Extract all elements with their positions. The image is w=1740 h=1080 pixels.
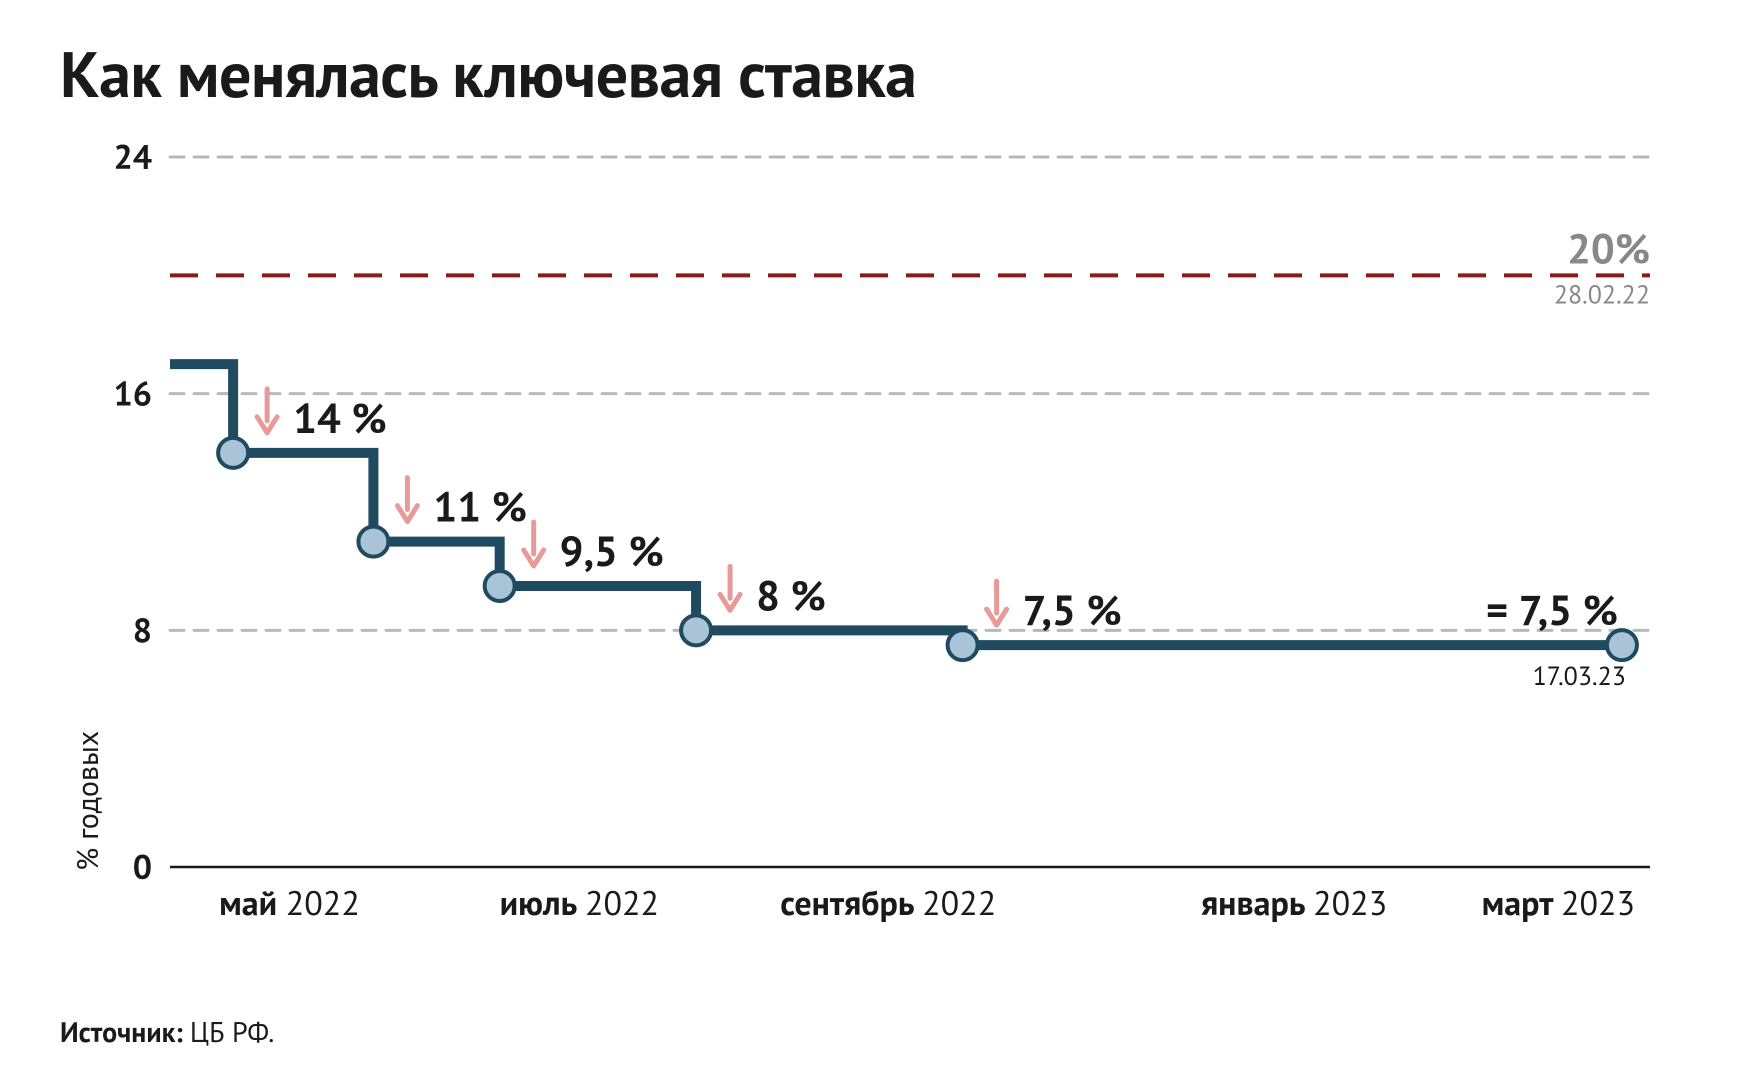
down-arrow-icon [987,581,1007,625]
down-arrow-icon [397,478,417,522]
y-tick-label: 0 [133,845,152,889]
reference-label: 20% [1567,221,1650,276]
x-tick-label: июль 2022 [500,881,659,925]
rate-point-marker [485,571,515,601]
key-rate-step-chart: 0 8 16 24 % годовых май 2022 июль 2022 сентябрь… [60,107,1680,987]
rate-point-marker [948,630,978,660]
rate-point-label: 7,5 % [1023,582,1122,637]
rate-point-label: 14 % [293,390,387,445]
x-tick-label: сентябрь 2022 [780,881,996,925]
x-tick-label: январь 2023 [1201,881,1387,925]
rate-point-marker [218,438,248,468]
source-line: Источник: ЦБ РФ. [60,1013,274,1050]
rate-point-label: = 7,5 % [1486,582,1618,637]
down-arrow-icon [257,389,277,433]
y-tick-label: 24 [113,135,152,179]
source-prefix: Источник: [60,1013,190,1050]
reference-date: 28.02.22 [1554,279,1650,312]
down-arrow-icon [720,567,740,611]
rate-point-label: 9,5 % [560,523,664,578]
rate-point-marker [681,616,711,646]
x-tick-label: март 2023 [1482,881,1635,925]
rate-point-date: 17.03.23 [1533,660,1626,693]
rate-point-label: 8 % [756,568,826,623]
x-tick-label: май 2022 [219,881,360,925]
y-axis-title: % годовых [68,731,107,871]
y-tick-label: 8 [133,609,152,653]
rate-step-line [170,364,1622,645]
rate-point-marker [358,527,388,557]
rate-point-label: 11 % [433,479,527,534]
chart-title: Как менялась ключевая ставка [60,40,1680,107]
source-value: ЦБ РФ. [190,1013,274,1050]
y-tick-label: 16 [113,372,152,416]
